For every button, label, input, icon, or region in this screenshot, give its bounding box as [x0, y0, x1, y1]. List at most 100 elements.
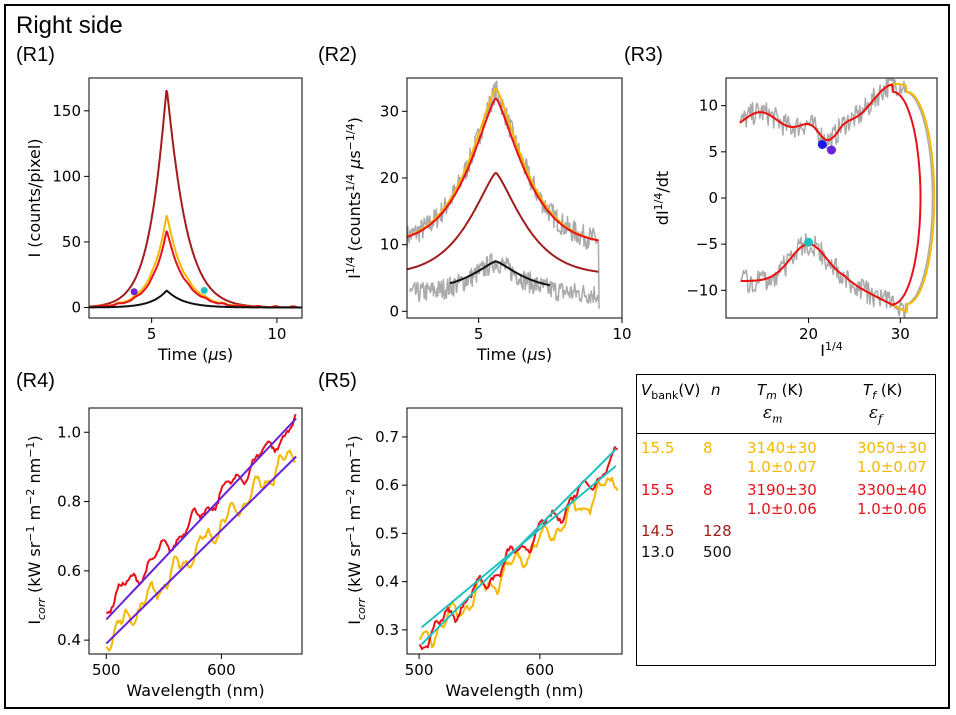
y-tick-label: 0.5 — [375, 524, 399, 542]
y-tick-label: 0 — [389, 302, 399, 320]
y-tick-label: −5 — [696, 235, 718, 253]
y-tick-label: 10 — [699, 97, 718, 115]
series-line-0 — [89, 89, 302, 309]
row-1-em: 1.0±0.06 — [747, 500, 817, 518]
y-tick-label: 5 — [708, 143, 718, 161]
panel-label-r5: (R5) — [318, 370, 357, 392]
row-0-n: 8 — [703, 439, 713, 457]
x-axis-label: Time (μs) — [476, 345, 552, 364]
y-tick-label: 0.4 — [57, 631, 81, 649]
col-header-vbank: Vbank(V) — [641, 381, 701, 402]
series-line-4 — [409, 253, 600, 305]
col-header-tf: Tf (K) — [863, 381, 903, 402]
y-tick-label: 0.6 — [57, 562, 81, 580]
row-2-n: 128 — [703, 522, 732, 540]
series-line-2 — [407, 97, 599, 242]
series-line-0 — [418, 476, 619, 648]
row-1-tf: 3300±40 — [857, 481, 927, 499]
marker-0 — [130, 288, 138, 296]
y-tick-label: 1.0 — [57, 423, 81, 441]
x-tick-label: 5 — [147, 325, 157, 343]
plot-area — [89, 89, 302, 309]
row-0-em: 1.0±0.07 — [747, 458, 817, 476]
row-1-n: 8 — [703, 481, 713, 499]
chart-r5: 500 600 0.3 0.4 0.5 0.6 0.7 Wavelength (nm) Icor… — [344, 407, 623, 700]
x-tick-label: 10 — [267, 325, 286, 343]
y-tick-label: 0.4 — [375, 573, 399, 591]
y-tick-label: 150 — [52, 102, 81, 120]
series-line-1 — [105, 413, 297, 614]
marker-0 — [817, 139, 827, 149]
series-red — [739, 83, 922, 307]
parameter-table: Vbank(V) n Tm (K) Tf (K) εm εf 15.5 8 31… — [636, 374, 936, 666]
plot-area — [418, 446, 619, 651]
panel-label-r4: (R4) — [16, 370, 55, 392]
x-tick-label: 600 — [207, 661, 236, 679]
y-tick-label: −10 — [686, 281, 718, 299]
row-1-tm: 3190±30 — [747, 481, 817, 499]
col-header-tm: Tm (K) — [757, 381, 804, 402]
x-axis-label: Time (μs) — [157, 345, 233, 364]
chart-r4: 500 600 0.4 0.6 0.8 1.0 Wavelength (nm) Icorr (… — [24, 407, 303, 700]
axes-frame — [406, 407, 623, 655]
col-header-em: εm — [763, 403, 783, 426]
fit-line-1 — [105, 455, 297, 645]
y-axis-label: I1/4 (counts1/4 μs−1/4) — [344, 117, 364, 279]
axes-frame — [406, 77, 623, 319]
figure-frame — [4, 4, 950, 709]
plot-area — [739, 78, 936, 318]
series-line-5 — [449, 260, 550, 287]
chart-r3: 20 30 10 5 0 −5 −10 I1/4 dI1/4/dt — [652, 77, 938, 360]
row-0-tf: 3050±30 — [857, 439, 927, 457]
row-2-vbank: 14.5 — [641, 522, 675, 540]
series-gray — [739, 78, 934, 318]
row-0-tm: 3140±30 — [747, 439, 817, 457]
y-tick-label: 50 — [62, 233, 81, 251]
x-axis-label: Wavelength (nm) — [445, 681, 583, 700]
chart-r2: 5 10 0 10 20 30 Time (μs) I1/4 (counts1/4 μs−1/… — [344, 77, 632, 364]
plot-area — [407, 80, 600, 309]
y-tick-label: 100 — [52, 167, 81, 185]
x-axis-label: Wavelength (nm) — [126, 681, 264, 700]
marker-2 — [804, 237, 814, 247]
panel-label-r1: (R1) — [16, 44, 55, 66]
col-header-ef: εf — [869, 403, 883, 426]
x-tick-label: 10 — [612, 325, 631, 343]
y-axis-label: Icorr (kW sr−1 m−2 nm−1) — [344, 435, 368, 624]
series-line-3 — [89, 289, 302, 309]
header-rule — [637, 433, 935, 434]
y-axis-label: dI1/4/dt — [652, 171, 672, 225]
y-tick-label: 10 — [380, 236, 399, 254]
x-tick-label: 500 — [405, 661, 434, 679]
y-tick-label: 0.3 — [375, 621, 399, 639]
x-tick-label: 5 — [474, 325, 484, 343]
y-tick-label: 0.6 — [375, 476, 399, 494]
y-tick-label: 20 — [380, 169, 399, 187]
marker-1 — [200, 286, 208, 294]
row-1-ef: 1.0±0.06 — [857, 500, 927, 518]
col-header-n: n — [711, 381, 721, 399]
y-tick-label: 0.7 — [375, 428, 399, 446]
fit-line-1 — [420, 465, 617, 629]
panel-label-r3: (R3) — [624, 44, 663, 66]
y-tick-label: 30 — [380, 102, 399, 120]
series-line-3 — [407, 172, 599, 273]
x-tick-label: 20 — [799, 325, 818, 343]
x-tick-label: 600 — [526, 661, 555, 679]
y-tick-label: 0 — [708, 189, 718, 207]
axes-frame — [88, 77, 303, 319]
x-tick-label: 30 — [891, 325, 910, 343]
y-tick-label: 0.8 — [57, 493, 81, 511]
row-0-vbank: 15.5 — [641, 439, 675, 457]
plot-area — [105, 413, 297, 652]
axes-frame — [88, 407, 303, 655]
fit-line-0 — [105, 417, 297, 621]
row-3-n: 500 — [703, 543, 732, 561]
y-tick-label: 0 — [71, 299, 81, 317]
x-axis-label: I1/4 — [820, 340, 842, 360]
figure-title: Right side — [16, 12, 123, 39]
panel-label-r2: (R2) — [318, 44, 357, 66]
marker-1 — [827, 145, 836, 155]
